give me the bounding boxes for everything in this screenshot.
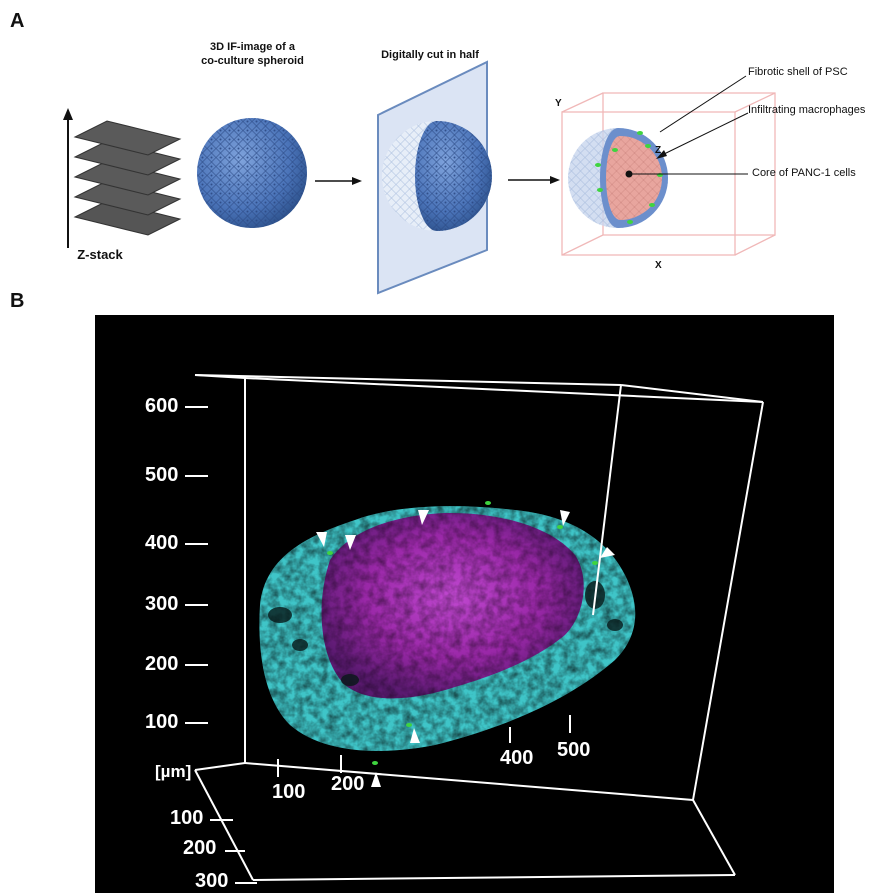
unit-label: [µm] — [155, 762, 192, 781]
tick-label-y-400: 400 — [145, 532, 179, 554]
tick-label-depth-100: 100 — [170, 807, 204, 829]
cross-section-spheroid-icon — [568, 128, 668, 228]
render-graphics — [185, 374, 764, 884]
panel-a-letter: A — [10, 10, 25, 32]
macrophage-spots — [327, 501, 598, 765]
tick-label-y-200: 200 — [145, 653, 179, 675]
tick-label-x-200: 200 — [331, 773, 365, 795]
tick-label-depth-300: 300 — [195, 870, 229, 892]
tick-label-x-100: 100 — [272, 781, 306, 803]
axis-y-label: Y — [555, 98, 562, 109]
fluorescence-3d-render: 600 500 400 300 200 100 [µm] 100 200 400… — [95, 315, 834, 893]
tick-label-y-500: 500 — [145, 464, 179, 486]
zstack-label: Z-stack — [77, 247, 123, 262]
bounding-box — [194, 374, 764, 801]
tick-label-x-400: 400 — [500, 747, 534, 769]
half-cut-spheroid-icon — [382, 121, 492, 231]
tick-label-y-100: 100 — [145, 711, 179, 733]
panel-b-letter: B — [10, 290, 25, 312]
annotation-shell: Fibrotic shell of PSC — [748, 66, 848, 78]
annotation-core: Core of PANC-1 cells — [752, 167, 856, 179]
axis-z-label: Z — [655, 145, 662, 156]
tick-label-depth-200: 200 — [183, 837, 217, 859]
tick-label-y-600: 600 — [145, 395, 179, 417]
zstack-slices — [73, 120, 182, 236]
shell-leader — [659, 75, 747, 133]
panel-a-graphics — [63, 60, 776, 295]
macrophage-leader — [659, 112, 749, 157]
axis-x-label: X — [655, 260, 662, 271]
bounding-box-front — [194, 384, 736, 881]
tick-label-y-300: 300 — [145, 593, 179, 615]
spheroid-icon — [197, 118, 307, 228]
annotation-macrophages: Infiltrating macrophages — [748, 104, 866, 116]
spheroid-label-line1: 3D IF-image of a — [210, 41, 295, 53]
cut-label: Digitally cut in half — [381, 49, 479, 61]
tick-label-x-500: 500 — [557, 739, 591, 761]
arrowhead-markers — [316, 510, 615, 787]
spheroid-label-line2: co-culture spheroid — [201, 55, 304, 67]
